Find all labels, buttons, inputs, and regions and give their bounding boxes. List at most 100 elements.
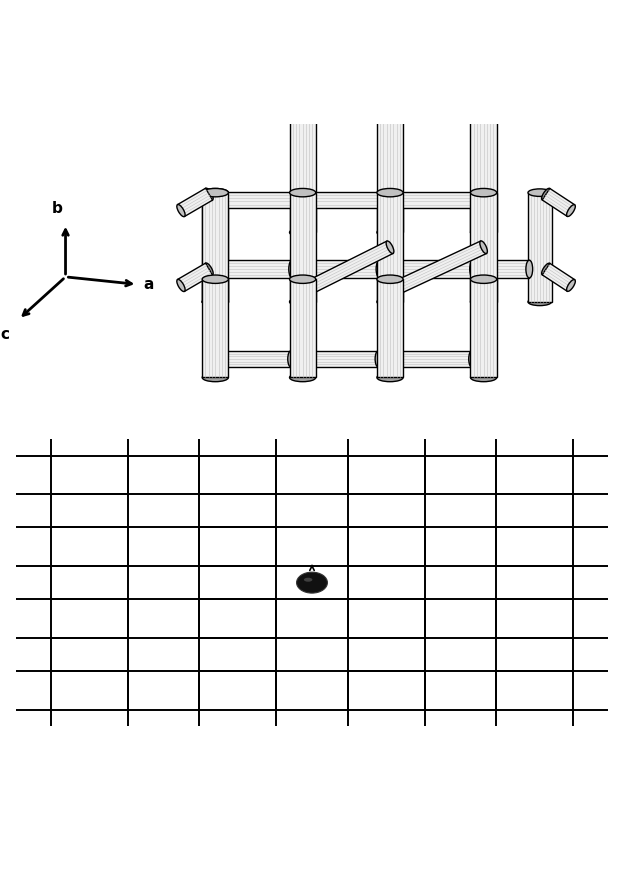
Ellipse shape [290,228,316,236]
Bar [502,461,567,488]
Ellipse shape [289,260,296,278]
Bar [227,351,291,367]
Ellipse shape [202,188,228,197]
Ellipse shape [299,284,306,297]
Ellipse shape [296,572,328,593]
Bar [502,605,567,632]
Bar [177,263,213,291]
Ellipse shape [377,188,403,197]
Ellipse shape [528,298,552,305]
Bar [528,193,552,302]
Text: a: a [144,277,154,292]
Ellipse shape [290,275,316,283]
Ellipse shape [377,108,403,117]
Bar [205,677,271,704]
Bar [205,605,271,632]
Ellipse shape [220,192,227,208]
Ellipse shape [470,260,477,278]
Bar [57,605,122,632]
Bar [398,192,475,208]
Ellipse shape [377,373,403,382]
Bar [202,279,228,378]
Bar [402,351,472,367]
Bar [177,188,213,216]
Text: b: b [51,201,62,215]
Ellipse shape [490,260,497,278]
Bar [353,533,419,561]
Bar [377,279,403,378]
Bar [401,260,473,278]
Ellipse shape [399,351,405,367]
Bar [290,112,316,233]
Ellipse shape [290,108,316,117]
Ellipse shape [567,205,575,216]
Bar [205,461,271,488]
Ellipse shape [290,188,316,197]
Text: c: c [1,327,9,342]
Ellipse shape [290,297,316,306]
Ellipse shape [542,263,550,275]
Bar [377,112,403,233]
Ellipse shape [375,351,381,367]
Bar [502,533,567,561]
Bar [377,193,403,302]
Ellipse shape [310,260,316,278]
Ellipse shape [205,188,213,201]
Ellipse shape [397,260,404,278]
Ellipse shape [526,260,533,278]
Bar [57,461,122,488]
Ellipse shape [304,578,313,582]
Ellipse shape [177,204,185,216]
Ellipse shape [202,188,228,197]
Ellipse shape [177,279,185,291]
Ellipse shape [224,351,230,367]
Bar [470,112,497,233]
Ellipse shape [308,192,314,208]
Bar [494,260,529,278]
Bar [313,260,379,278]
Bar [353,605,419,632]
Bar [205,533,271,561]
Bar [290,279,316,378]
Ellipse shape [377,297,403,306]
Bar [353,461,419,488]
Bar [314,351,378,367]
Ellipse shape [288,351,294,367]
Ellipse shape [202,297,228,306]
Ellipse shape [376,260,383,278]
Bar [470,193,497,302]
Ellipse shape [470,275,497,283]
Ellipse shape [377,228,403,236]
Ellipse shape [386,284,394,297]
Ellipse shape [542,188,550,201]
Ellipse shape [290,373,316,382]
Ellipse shape [205,263,213,276]
Ellipse shape [377,275,403,283]
Ellipse shape [311,351,318,367]
Bar [300,241,393,297]
Bar [226,260,292,278]
Ellipse shape [528,189,552,196]
Bar [353,677,419,704]
Bar [542,188,575,216]
Ellipse shape [202,297,228,306]
Ellipse shape [470,228,497,236]
Bar [290,193,316,302]
Bar [470,279,497,378]
Ellipse shape [480,241,487,254]
Ellipse shape [202,373,228,382]
Ellipse shape [470,297,497,306]
Ellipse shape [291,192,298,208]
Bar [542,263,575,291]
Bar [223,192,295,208]
Ellipse shape [470,373,497,382]
Bar [57,677,122,704]
Ellipse shape [379,192,385,208]
Bar [311,192,382,208]
Ellipse shape [472,192,479,208]
Ellipse shape [202,275,228,283]
Ellipse shape [567,280,575,291]
Bar [57,533,122,561]
Ellipse shape [386,241,394,254]
Bar [202,193,228,302]
